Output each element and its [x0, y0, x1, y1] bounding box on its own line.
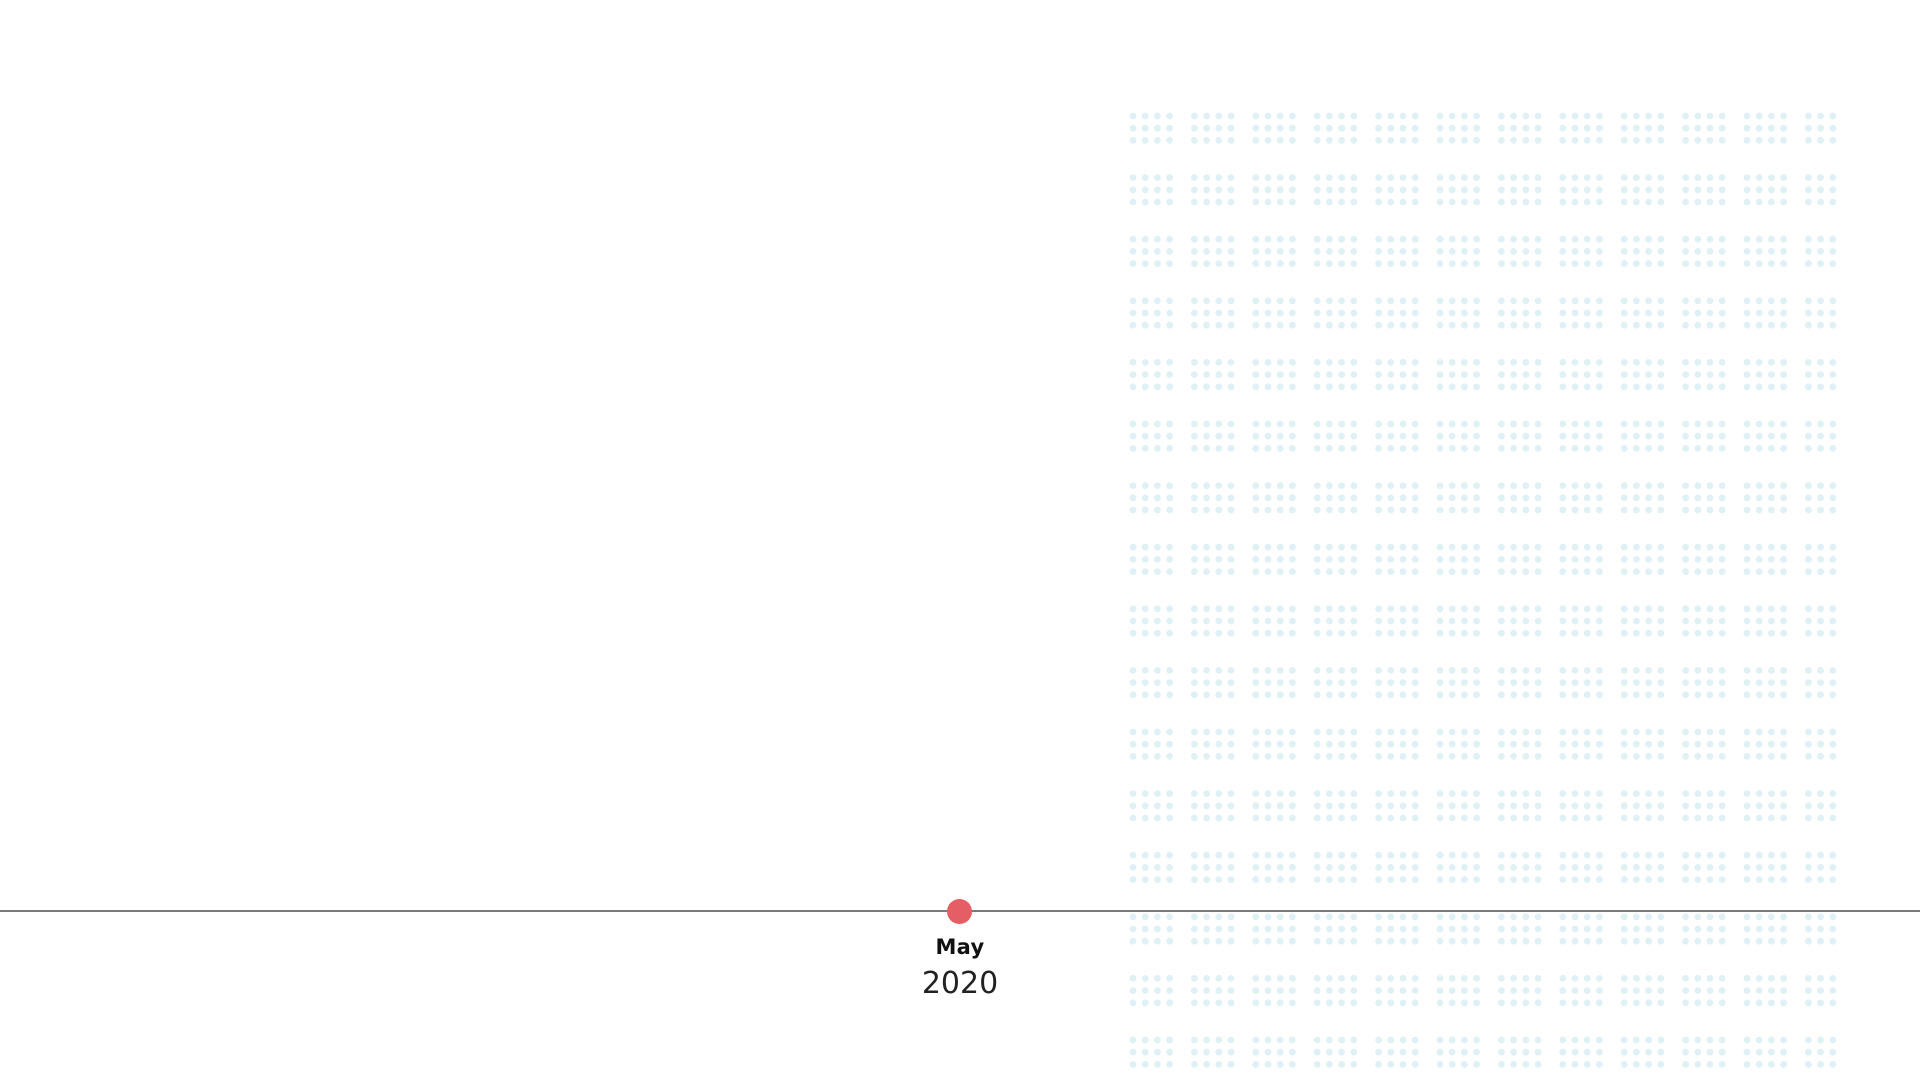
- dot-pattern-background: [1129, 112, 1837, 1068]
- event-year-label: 2020: [921, 966, 999, 1001]
- timeline-point-icon[interactable]: [947, 899, 972, 924]
- event-month-label: May: [935, 935, 985, 959]
